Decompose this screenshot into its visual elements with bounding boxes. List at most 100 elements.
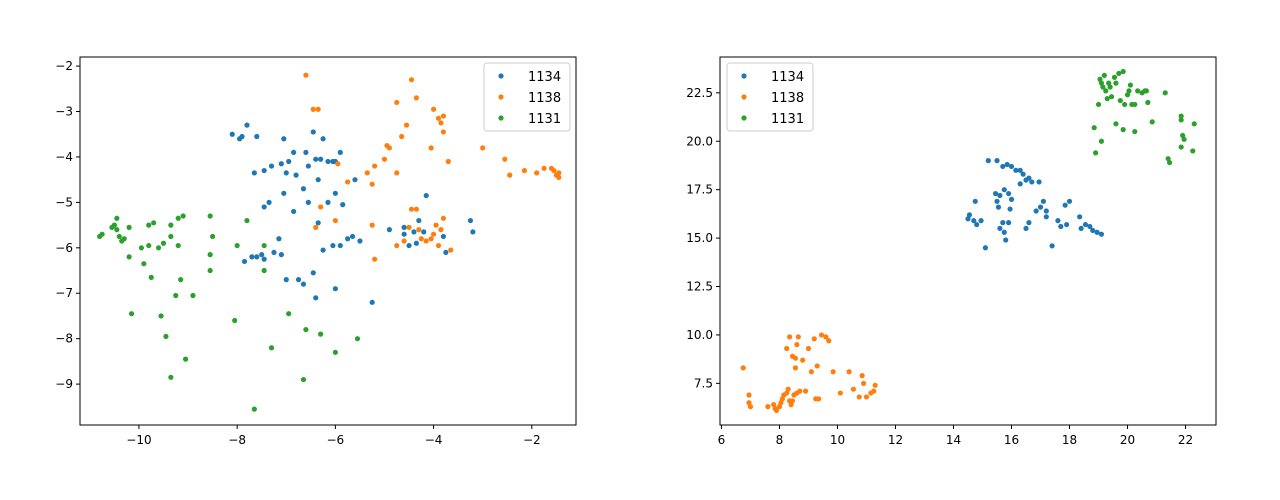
point-1131-42 (1117, 97, 1123, 104)
point-1131-18 (160, 240, 167, 246)
y-tick-label: −8 (55, 332, 73, 346)
point-1134-44 (1078, 225, 1084, 232)
point-1134-22 (1001, 187, 1007, 193)
point-1134-25 (315, 177, 321, 183)
point-1138-20 (784, 345, 790, 352)
point-1131-29 (1149, 119, 1155, 125)
point-1131-10 (1108, 94, 1115, 100)
point-1131-20 (175, 215, 181, 221)
legend-label-1131: 1131 (771, 112, 804, 127)
series-1134 (229, 122, 476, 305)
point-1134-20 (994, 198, 1000, 204)
point-1134-2 (244, 122, 250, 128)
point-1138-53 (556, 170, 562, 176)
point-1134-62 (413, 240, 419, 246)
point-1134-43 (1077, 214, 1083, 220)
point-1134-39 (1058, 223, 1064, 230)
point-1134-31 (291, 208, 297, 215)
point-1138-40 (440, 129, 447, 135)
point-1131-46 (332, 349, 338, 355)
point-1134-21 (251, 170, 257, 176)
point-1131-37 (1178, 144, 1184, 150)
point-1134-5 (978, 218, 984, 224)
point-1131-30 (1162, 90, 1168, 96)
point-1134-19 (268, 163, 275, 169)
point-1138-42 (860, 380, 867, 386)
point-1131-11 (1111, 74, 1118, 80)
point-1131-26 (190, 292, 196, 299)
point-1134-45 (241, 258, 248, 265)
point-1134-21 (997, 192, 1003, 199)
point-1138-21 (787, 334, 793, 340)
point-1131-24 (178, 277, 184, 283)
point-1134-67 (470, 229, 476, 235)
x-tick-label: 8 (776, 433, 784, 447)
point-1138-26 (795, 334, 801, 340)
point-1138-8 (364, 170, 370, 176)
y-tick-label: 22.5 (686, 86, 713, 100)
point-1134-2 (972, 198, 978, 204)
x-tick-label: −6 (327, 433, 345, 447)
y-tick-label: −5 (55, 195, 73, 209)
point-1134-3 (971, 218, 977, 224)
point-1134-58 (401, 224, 407, 230)
point-1138-51 (551, 167, 557, 174)
point-1134-14 (1020, 171, 1026, 177)
point-1134-41 (276, 236, 282, 242)
point-1134-49 (1098, 231, 1105, 237)
point-1134-41 (1066, 198, 1073, 204)
point-1134-52 (310, 270, 316, 276)
point-1138-19 (408, 77, 415, 83)
point-1138-39 (438, 120, 444, 126)
point-1134-31 (1006, 220, 1012, 226)
point-1134-33 (1026, 220, 1032, 226)
point-1138-27 (800, 357, 806, 363)
point-1131-17 (1122, 101, 1128, 108)
point-1138-12 (372, 256, 378, 262)
point-1131-37 (244, 217, 250, 224)
point-1134-48 (278, 252, 284, 258)
point-1134-45 (1082, 221, 1089, 228)
legend-marker-1134 (741, 73, 747, 79)
point-1134-9 (320, 136, 326, 142)
point-1134-0 (229, 131, 235, 137)
point-1134-24 (1008, 196, 1015, 202)
y-tick-label: −6 (55, 241, 73, 255)
legend-label-1138: 1138 (771, 91, 804, 106)
point-1138-13 (785, 386, 791, 392)
point-1138-44 (480, 145, 486, 151)
point-1131-28 (158, 313, 164, 319)
point-1138-38 (846, 369, 852, 375)
point-1138-36 (428, 145, 434, 151)
point-1134-59 (411, 229, 417, 235)
point-1138-45 (502, 156, 508, 162)
y-tick-label: −9 (55, 377, 73, 391)
point-1134-35 (315, 220, 321, 226)
point-1131-43 (286, 311, 292, 317)
point-1138-7 (773, 407, 780, 414)
point-1138-25 (406, 224, 412, 230)
point-1134-19 (992, 190, 999, 197)
point-1134-56 (369, 299, 375, 305)
point-1134-4 (974, 221, 980, 228)
point-1138-33 (818, 332, 825, 338)
point-1131-40 (232, 317, 238, 324)
x-tick-label: 18 (1062, 433, 1077, 447)
point-1138-34 (823, 334, 829, 340)
legend-label-1131: 1131 (528, 112, 561, 127)
point-1138-11 (369, 222, 375, 228)
point-1138-19 (797, 388, 803, 394)
point-1134-53 (283, 277, 289, 283)
point-1134-33 (325, 199, 331, 205)
point-1131-39 (1190, 148, 1196, 154)
point-1138-35 (826, 338, 832, 344)
point-1134-13 (1017, 167, 1023, 173)
series-1131 (97, 213, 361, 412)
point-1134-54 (313, 295, 319, 301)
point-1131-13 (146, 242, 152, 249)
point-1134-65 (443, 249, 449, 255)
x-tick-label: 20 (1120, 433, 1135, 447)
point-1131-38 (1191, 121, 1197, 127)
point-1138-31 (811, 336, 817, 342)
point-1131-22 (168, 233, 174, 240)
